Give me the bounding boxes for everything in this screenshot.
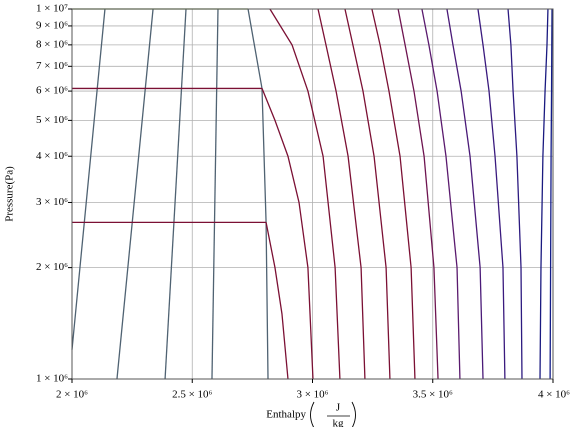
curve: [446, 8, 484, 380]
y-tick-label: 4 × 10⁶: [36, 150, 68, 162]
paren-left: [310, 401, 315, 427]
curve: [507, 8, 523, 380]
y-tick-label: 8 × 10⁶: [36, 38, 68, 50]
x-tick-label: 2.5 × 10⁶: [172, 389, 212, 401]
curve: [269, 8, 341, 380]
y-tick-label: 1 × 10⁶: [36, 373, 68, 385]
curve: [539, 8, 549, 380]
curve: [247, 8, 269, 380]
curve: [371, 8, 416, 380]
curve: [421, 8, 461, 380]
curve: [71, 8, 106, 350]
y-tick-label: 1 × 10⁷: [36, 3, 68, 15]
y-tick-label: 7 × 10⁶: [36, 60, 68, 72]
x-tick-label: 4 × 10⁶: [538, 389, 570, 401]
x-tick-label: 3 × 10⁶: [296, 389, 328, 401]
curve: [265, 222, 289, 380]
curve: [477, 8, 506, 380]
y-tick-label: 5 × 10⁶: [36, 114, 68, 126]
x-tick-label: 2 × 10⁶: [56, 389, 88, 401]
x-unit-denominator: kg: [333, 418, 345, 427]
curve: [261, 88, 314, 380]
curve: [211, 8, 219, 380]
y-tick-label: 6 × 10⁶: [36, 85, 68, 97]
y-tick-label: 3 × 10⁶: [36, 196, 68, 208]
ticks: 2 × 10⁶ 2.5 × 10⁶ 3 × 10⁶ 3.5 × 10⁶ 4 × 10⁶ 1…: [36, 3, 570, 401]
plot-lines: [71, 8, 553, 380]
x-unit-numerator: J: [336, 402, 341, 414]
y-tick-label: 2 × 10⁶: [36, 261, 68, 273]
curve: [344, 8, 391, 380]
paren-right: [351, 401, 356, 427]
curve: [549, 8, 553, 380]
x-axis-label: Enthalpy: [266, 409, 306, 421]
curve: [317, 8, 366, 380]
y-tick-label: 9 × 10⁶: [36, 19, 68, 31]
curve: [397, 8, 439, 380]
y-axis-label: Pressure(Pa): [4, 166, 16, 222]
curve: [116, 8, 154, 380]
x-tick-label: 3.5 × 10⁶: [413, 389, 453, 401]
curve: [164, 8, 187, 380]
